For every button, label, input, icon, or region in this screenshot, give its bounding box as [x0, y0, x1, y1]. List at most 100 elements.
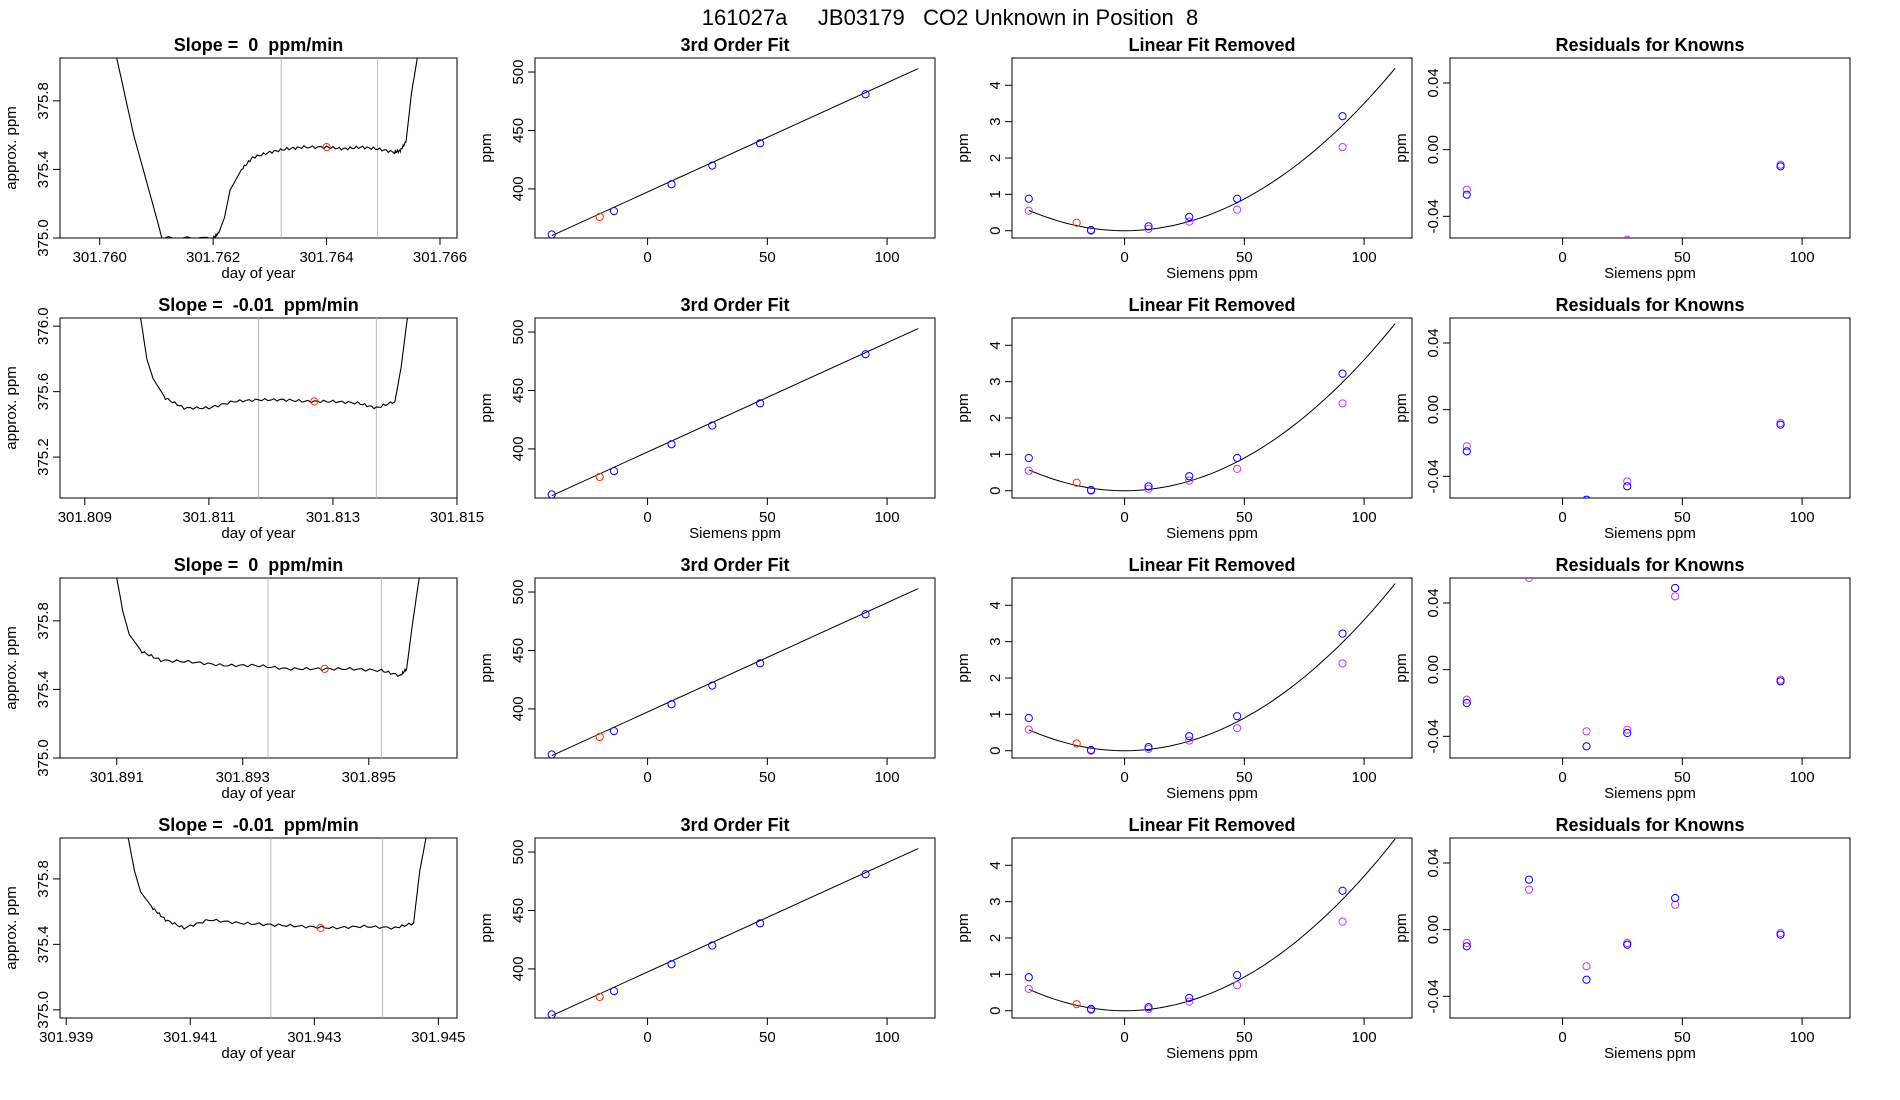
x-axis-label: Siemens ppm	[1166, 525, 1258, 542]
x-axis-label: day of year	[221, 1045, 295, 1062]
y-axis-label: ppm	[955, 133, 972, 162]
y-axis-label: approx. ppm	[3, 886, 20, 969]
x-axis-label: Siemens ppm	[1604, 265, 1696, 282]
known-point	[756, 659, 765, 668]
signal-trace	[116, 578, 420, 678]
y-tick-label: 1	[987, 190, 1004, 198]
plot-frame	[1449, 577, 1851, 759]
known-point	[667, 440, 676, 449]
known-point	[1462, 698, 1471, 708]
x-tick-label: 301.764	[299, 249, 353, 266]
known-point	[1338, 629, 1347, 638]
known-point	[861, 610, 870, 619]
y-tick-label: 400	[510, 696, 527, 721]
x-tick-label: 301.943	[287, 1029, 341, 1046]
plot-area	[127, 838, 427, 1018]
panel-title: Residuals for Knowns	[1555, 295, 1744, 315]
y-tick-label: 3	[987, 377, 1004, 385]
plot-area	[1462, 875, 1785, 984]
residual-point	[1671, 900, 1680, 909]
y-tick-label: 0.00	[1425, 915, 1442, 944]
known-point	[708, 941, 717, 950]
known-point	[1776, 930, 1785, 939]
y-tick-label: 2	[987, 154, 1004, 162]
known-point	[1582, 742, 1591, 751]
panel-r2-c0: Slope = 0 ppm/min 301.891 301.893 301.895 37…	[3, 555, 458, 802]
plot-frame	[534, 577, 936, 759]
y-tick-label: 500	[510, 320, 527, 345]
x-tick-label: 100	[1790, 509, 1815, 526]
y-tick-label: 4	[987, 601, 1004, 609]
y-tick-label: -0.04	[1425, 459, 1442, 493]
residual-point	[1582, 962, 1591, 971]
y-tick-label: 376.0	[35, 307, 52, 345]
known-point	[1024, 713, 1033, 723]
y-tick-label: 3	[987, 637, 1004, 645]
x-tick-label: 50	[1674, 249, 1691, 266]
plot-frame	[59, 577, 458, 759]
y-tick-label: 375.8	[35, 82, 52, 120]
x-axis-label: Siemens ppm	[1166, 785, 1258, 802]
y-tick-label: 400	[510, 436, 527, 461]
known-point	[1086, 745, 1096, 755]
x-axis-label: day of year	[221, 525, 295, 542]
y-axis-label: ppm	[1393, 913, 1410, 942]
x-tick-label: 100	[1352, 509, 1377, 526]
unknown-point	[322, 143, 331, 152]
panel-r1-c1: 3rd Order Fit 0 50 100 400 450 500 Siemens ppm p…	[478, 295, 936, 542]
panel-r1-c0: Slope = -0.01 ppm/min 301.809 301.811 301.8…	[3, 295, 484, 542]
signal-trace	[116, 58, 418, 238]
residual-point	[1338, 917, 1347, 926]
x-tick-label: 301.939	[39, 1029, 93, 1046]
residual-point	[1185, 736, 1194, 745]
x-tick-label: 50	[759, 769, 776, 786]
plot-area	[1024, 583, 1396, 755]
y-tick-label: 375.4	[35, 151, 52, 189]
panel-title: Linear Fit Removed	[1128, 815, 1295, 835]
y-tick-label: 375.2	[35, 438, 52, 476]
y-tick-label: 500	[510, 840, 527, 865]
residual-point	[1024, 466, 1033, 475]
known-point	[1086, 1004, 1096, 1014]
y-axis-label: ppm	[478, 913, 495, 942]
x-tick-label: 100	[1352, 1029, 1377, 1046]
y-tick-label: 375.0	[35, 991, 52, 1029]
panel-r1-c3: Residuals for Knowns 0 50 100 -0.04 0.00 0.04 S…	[1393, 295, 1851, 542]
residual-point	[1462, 938, 1471, 948]
x-tick-label: 50	[1674, 1029, 1691, 1046]
panel-title: 3rd Order Fit	[680, 35, 789, 55]
y-axis-label: ppm	[1393, 393, 1410, 422]
unknown-point	[595, 992, 604, 1002]
plot-area	[547, 588, 919, 758]
plot-frame	[59, 837, 458, 1019]
panel-title: Slope = -0.01 ppm/min	[158, 815, 359, 835]
panel-title: 3rd Order Fit	[680, 815, 789, 835]
panel-r2-c3: Residuals for Knowns 0 50 100 -0.04 0.00 0.04 S…	[1393, 555, 1851, 802]
y-axis-label: ppm	[1393, 653, 1410, 682]
residual-point	[1338, 659, 1347, 668]
y-tick-label: 375.4	[35, 671, 52, 709]
known-point	[861, 350, 870, 359]
x-tick-label: 301.760	[73, 249, 127, 266]
residual-point	[1233, 724, 1242, 733]
x-axis-label: day of year	[221, 265, 295, 282]
x-tick-label: 100	[875, 1029, 900, 1046]
y-tick-label: 0	[987, 1007, 1004, 1015]
y-tick-label: 0	[987, 747, 1004, 755]
panel-r3-c1: 3rd Order Fit 0 50 100 400 450 500 ppm	[478, 815, 936, 1046]
x-tick-label: 50	[1674, 509, 1691, 526]
plot-frame	[1011, 577, 1413, 759]
y-tick-label: 2	[987, 934, 1004, 942]
known-point	[1582, 495, 1591, 498]
y-tick-label: 400	[510, 176, 527, 201]
y-tick-label: 0.00	[1425, 395, 1442, 424]
known-point	[1624, 237, 1630, 238]
known-point	[1144, 1002, 1153, 1012]
known-point	[1233, 453, 1242, 463]
panel-r3-c2: Linear Fit Removed 0 50 100 0 1 2 3 4 Siemens ppm…	[955, 815, 1413, 1062]
plot-area	[547, 328, 919, 498]
x-tick-label: 50	[1236, 769, 1253, 786]
x-tick-label: 50	[1674, 769, 1691, 786]
residual-point	[1185, 997, 1194, 1006]
